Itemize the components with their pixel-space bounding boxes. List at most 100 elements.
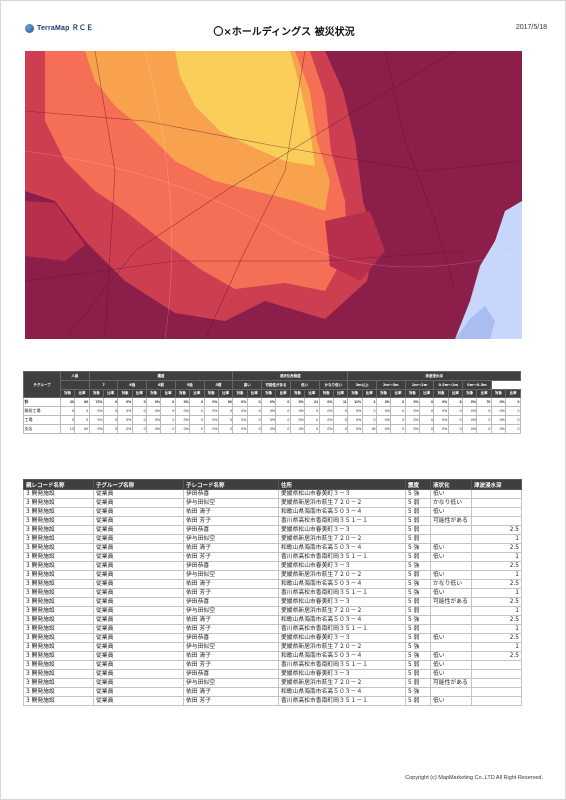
summary-cell: 0	[505, 424, 521, 434]
summary-cell: 0%	[146, 406, 162, 416]
detail-cell: 伊田恭喜	[183, 525, 279, 535]
detail-col-header: 津波浸水深	[471, 479, 522, 490]
summary-cell: 0%	[289, 415, 306, 425]
detail-row: 3 開発施設 従業員 依田 清子 和歌山県海南市名高５０３－４ 5 強 2.5	[23, 615, 522, 625]
summary-col-head: 対象	[289, 389, 306, 398]
detail-cell: 伊田恭喜	[183, 597, 279, 607]
summary-cell: 0	[131, 397, 148, 407]
summary-subgroup-12: 2m〜3m	[375, 380, 406, 390]
detail-cell: 従業員	[93, 516, 184, 526]
summary-subgroup-14: 0.5m〜1m	[433, 380, 464, 390]
detail-cell: 従業員	[93, 696, 184, 706]
detail-col-header: 震度	[405, 479, 431, 490]
detail-cell: 可能性がある	[430, 678, 472, 688]
summary-cell: 0	[447, 424, 464, 434]
detail-cell	[430, 687, 472, 697]
detail-col-header: 子レコード名称	[183, 479, 279, 490]
detail-cell: 5 弱	[405, 660, 431, 670]
detail-cell: 従業員	[93, 552, 184, 562]
summary-cell: 60	[74, 424, 90, 434]
summary-cell: 60	[217, 397, 234, 407]
summary-cell: 30	[59, 397, 76, 407]
detail-cell: 依田 清子	[183, 651, 279, 661]
summary-cell: 0%	[146, 415, 162, 425]
detail-cell: 依田 芳子	[183, 588, 279, 598]
summary-group-0: テグループ	[23, 371, 61, 398]
summary-cell: 0	[246, 406, 263, 416]
summary-cell: 0%	[146, 424, 162, 434]
detail-cell: 3 開発施設	[23, 633, 94, 643]
summary-cell: 0	[103, 397, 119, 407]
detail-cell: 3 開発施設	[23, 597, 94, 607]
summary-cell: 0%	[318, 406, 334, 416]
summary-col-head: 比率	[103, 389, 119, 398]
summary-cell: 0	[332, 415, 349, 425]
summary-cell: 0	[246, 424, 263, 434]
detail-cell	[471, 678, 522, 688]
summary-cell: 0	[103, 415, 119, 425]
summary-cell: 0%	[404, 424, 421, 434]
detail-row: 3 開発施設 従業員 依田 芳子 香川県高松市香南町岡３５１－１ 5 弱 1	[23, 624, 522, 634]
detail-cell	[430, 624, 472, 634]
summary-col-head: 対象	[318, 389, 334, 398]
summary-row: 開発工場 0 0 0% 0 0% 0 0% 0 0% 0 0% 0 0% 0 0% 0 0% 0 0% 0 0% 0 0% 0 0…	[23, 406, 521, 416]
detail-cell: 1	[471, 606, 522, 616]
summary-col-head: 対象	[59, 389, 76, 398]
summary-cell: 0%	[404, 397, 421, 407]
summary-cell: 0%	[375, 406, 392, 416]
detail-cell: 従業員	[93, 570, 184, 580]
detail-cell: 伊与田似空	[183, 642, 279, 652]
summary-cell: 0	[160, 424, 176, 434]
summary-col-head: 比率	[246, 389, 263, 398]
detail-cell: 愛媛県松山市春美町３－３	[278, 489, 406, 499]
detail-cell: 5 強	[405, 687, 431, 697]
summary-col-head: 比率	[160, 389, 176, 398]
summary-cell: 0%	[117, 397, 133, 407]
summary-row: 工場 0 0 0% 0 0% 0 0% 0 0% 0 0% 0 0% 0 0% 0 0% 0 0% 0 0% 0 0% 0 0% 0…	[23, 415, 521, 425]
summary-cell: 60	[74, 397, 90, 407]
summary-cell: 0	[419, 397, 435, 407]
detail-cell: 低い	[430, 489, 472, 499]
detail-cell: 和歌山県海南市名高５０３－４	[278, 579, 406, 589]
summary-cell: 0	[476, 424, 492, 434]
summary-cell: 0%	[462, 406, 478, 416]
summary-cell: 0%	[261, 397, 277, 407]
summary-cell: 0	[332, 406, 349, 416]
detail-row: 3 開発施設 従業員 依田 清子 和歌山県海南市名高５０３－４ 5 強かなり低い 2.5	[23, 579, 522, 589]
detail-cell: 依田 芳子	[183, 696, 279, 706]
summary-col-head: 比率	[275, 389, 291, 398]
summary-col-head: 対象	[174, 389, 191, 398]
summary-cell: 0%	[88, 415, 105, 425]
detail-cell: 伊与田似空	[183, 534, 279, 544]
detail-cell: 依田 清子	[183, 687, 279, 697]
summary-column-header: 対象 比率 対象 比率 対象 比率 対象 比率 対象 比率 対象 比率 対象 比率 対象 比率 対象 比率 対象 比率…	[24, 389, 521, 398]
detail-cell	[430, 534, 472, 544]
detail-cell: 5 弱	[405, 507, 431, 517]
detail-cell: 伊田恭喜	[183, 633, 279, 643]
detail-cell: 3 開発施設	[23, 534, 94, 544]
summary-cell: 0	[131, 406, 148, 416]
detail-cell: 従業員	[93, 615, 184, 625]
detail-cell: 3 開発施設	[23, 606, 94, 616]
summary-cell: 0%	[433, 415, 449, 425]
summary-cell: 0	[74, 415, 90, 425]
hazard-map-graphic	[25, 51, 522, 339]
detail-cell: 3 開発施設	[23, 696, 94, 706]
summary-cell: 3%	[375, 397, 392, 407]
summary-subgroup-15: 0m〜0.5m	[462, 380, 492, 390]
summary-col-head: 比率	[189, 389, 205, 398]
summary-cell: 0%	[174, 397, 191, 407]
summary-cell: 0	[505, 415, 521, 425]
detail-cell: 5 強	[405, 489, 431, 499]
detail-cell: 従業員	[93, 660, 184, 670]
detail-cell: 依田 芳子	[183, 552, 279, 562]
detail-cell: 従業員	[93, 579, 184, 589]
summary-cell: 0	[275, 406, 291, 416]
detail-row: 3 開発施設 従業員 伊田恭喜 愛媛県松山市春美町３－３ 5 弱低い 2.5	[23, 633, 522, 643]
detail-cell: 和歌山県海南市名高５０３－４	[278, 651, 406, 661]
detail-cell	[471, 660, 522, 670]
detail-cell: 3 開発施設	[23, 570, 94, 580]
detail-cell: 3 開発施設	[23, 687, 94, 697]
detail-cell: 3 開発施設	[23, 552, 94, 562]
detail-cell	[471, 489, 522, 499]
